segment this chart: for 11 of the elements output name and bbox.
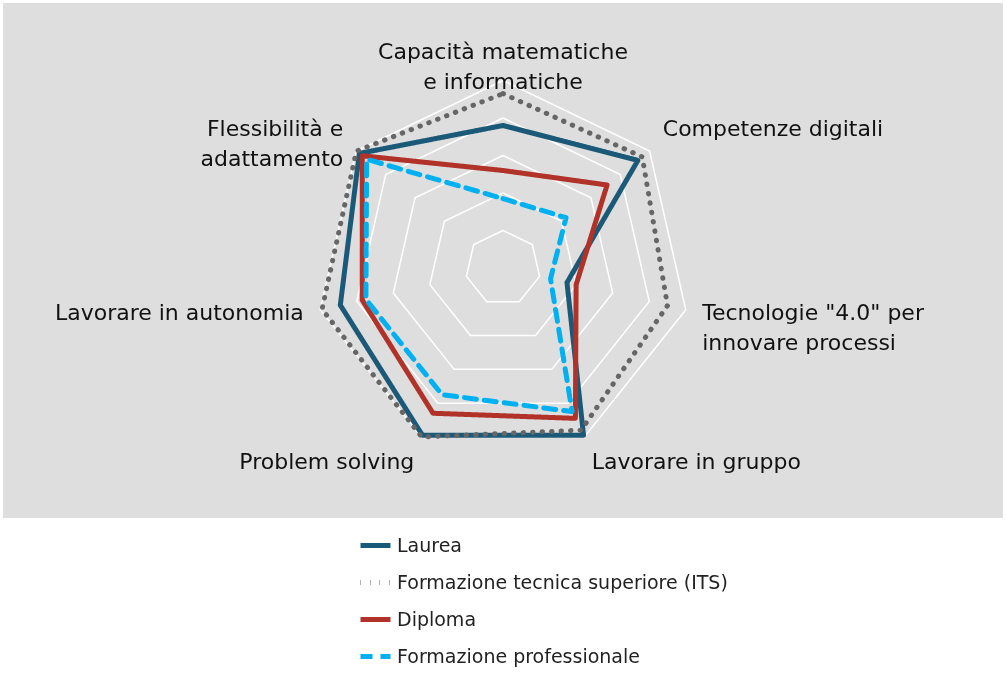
spoke-label: Flessibilità e adattamento <box>200 115 344 171</box>
spoke-label: Problem solving <box>239 449 415 475</box>
legend-label: Diploma <box>397 607 477 630</box>
spoke-label: Competenze digitali <box>662 115 884 141</box>
legend-label: Laurea <box>397 533 462 556</box>
spoke-label: Lavorare in gruppo <box>591 449 801 475</box>
spoke-label: Tecnologie "4.0" per innovare processi <box>701 300 925 356</box>
spoke-label: Capacità matematiche e informatiche <box>378 38 628 94</box>
legend-label: Formazione professionale <box>397 644 640 667</box>
legend-label: Formazione tecnica superiore (ITS) <box>397 570 728 593</box>
spoke-label: Lavorare in autonomia <box>54 300 304 326</box>
